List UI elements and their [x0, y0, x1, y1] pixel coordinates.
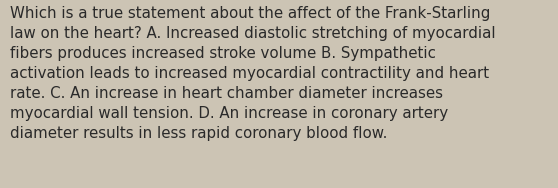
Text: Which is a true statement about the affect of the Frank-Starling
law on the hear: Which is a true statement about the affe…	[10, 6, 496, 141]
